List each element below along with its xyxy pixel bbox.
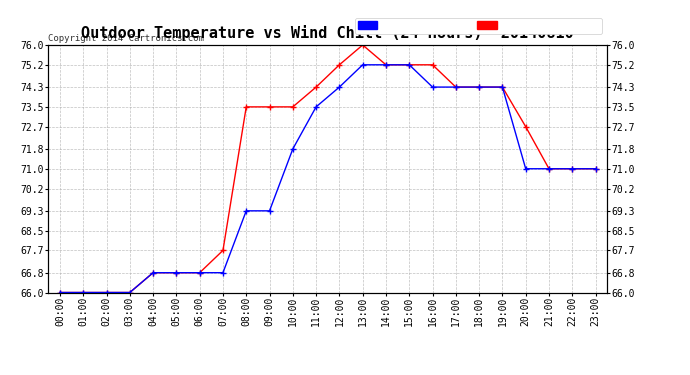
Title: Outdoor Temperature vs Wind Chill (24 Hours)  20140810: Outdoor Temperature vs Wind Chill (24 Ho… bbox=[81, 25, 574, 41]
Legend: Wind Chill  (°F), Temperature  (°F): Wind Chill (°F), Temperature (°F) bbox=[355, 18, 602, 33]
Text: Copyright 2014 Cartronics.com: Copyright 2014 Cartronics.com bbox=[48, 33, 204, 42]
